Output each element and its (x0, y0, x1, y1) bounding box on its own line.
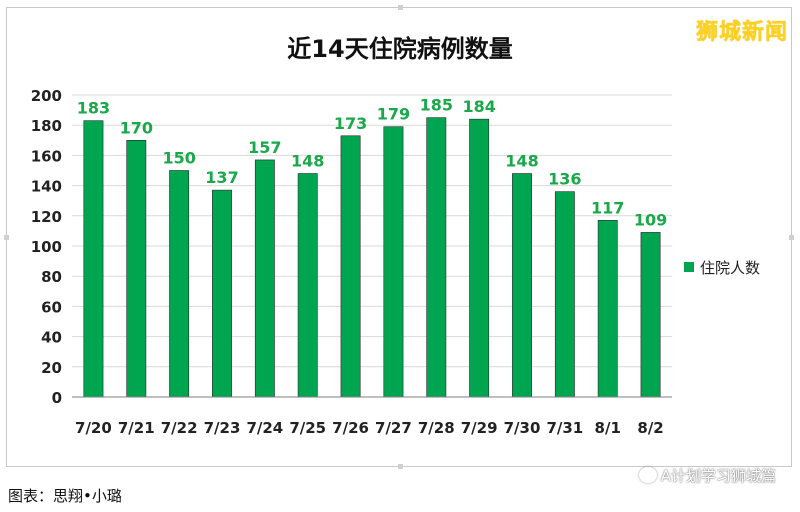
bar[interactable] (640, 232, 661, 398)
data-label: 157 (248, 138, 281, 157)
data-label: 137 (205, 168, 238, 187)
data-label: 150 (162, 149, 195, 168)
bar[interactable] (297, 173, 318, 398)
bar[interactable] (512, 173, 532, 398)
data-label: 184 (462, 97, 495, 116)
chart-title: 近14天住院病例数量 (287, 35, 512, 63)
y-tick-label: 80 (41, 268, 62, 286)
bar-chart: 近14天住院病例数量 0 20 40 60 80 100 120 140 160 180 200 1… (31, 35, 760, 437)
watermark-text: A计划学习狮城篇 (660, 467, 776, 485)
chart-credit: 图表：思翔•小璐 (8, 487, 122, 505)
data-label: 148 (505, 152, 538, 171)
data-label: 185 (420, 96, 453, 115)
x-tick-label: 7/24 (246, 419, 283, 437)
legend-swatch (684, 262, 694, 272)
data-label: 148 (291, 152, 324, 171)
data-label: 136 (548, 170, 581, 189)
y-tick-label: 200 (31, 87, 62, 105)
data-label: 173 (334, 114, 367, 133)
y-tick-label: 20 (41, 359, 62, 377)
bar[interactable] (212, 189, 232, 398)
bars (83, 117, 661, 398)
x-tick-label: 7/29 (461, 419, 498, 437)
x-tick-label: 7/23 (204, 419, 241, 437)
data-label: 179 (377, 105, 410, 124)
y-tick-label: 160 (31, 147, 62, 165)
data-labels: 183 170 150 137 157 148 173 179 185 184 148 136 117 1… (77, 96, 668, 230)
resize-handle-bottom[interactable] (398, 464, 403, 469)
resize-handle-left[interactable] (4, 235, 9, 240)
bar[interactable] (426, 117, 447, 398)
x-tick-label: 8/1 (595, 419, 621, 437)
bar[interactable] (126, 140, 147, 398)
y-tick-label: 120 (31, 208, 62, 226)
grid-lines (72, 94, 672, 368)
x-tick-label: 7/28 (418, 419, 455, 437)
bar[interactable] (83, 120, 104, 398)
data-label: 109 (634, 210, 667, 229)
x-tick-label: 7/26 (332, 419, 369, 437)
x-tick-label: 7/22 (161, 419, 198, 437)
y-tick-label: 180 (31, 117, 62, 135)
resize-handle-right[interactable] (789, 235, 794, 240)
bar[interactable] (469, 118, 490, 398)
wechat-watermark: A计划学习狮城篇 (638, 465, 776, 486)
data-label: 170 (120, 118, 153, 137)
x-tick-label: 7/21 (118, 419, 155, 437)
y-tick-label: 0 (52, 389, 62, 407)
y-tick-label: 40 (41, 329, 62, 347)
x-tick-label: 7/31 (546, 419, 583, 437)
bar[interactable] (340, 135, 361, 398)
x-tick-label: 7/20 (75, 419, 112, 437)
x-tick-label: 7/25 (289, 419, 326, 437)
y-tick-label: 100 (31, 238, 62, 256)
brand-logo-text: 狮城新闻 (695, 20, 788, 45)
y-tick-label: 140 (31, 178, 62, 196)
x-tick-label: 7/30 (504, 419, 541, 437)
x-axis-ticks: 7/20 7/21 7/22 7/23 7/24 7/25 7/26 7/27 7/28 7/29… (75, 419, 664, 437)
y-axis-ticks: 0 20 40 60 80 100 120 140 160 180 200 (31, 87, 62, 407)
y-tick-label: 60 (41, 298, 62, 316)
bar[interactable] (597, 220, 618, 398)
x-tick-label: 8/2 (637, 419, 663, 437)
bar[interactable] (169, 170, 190, 398)
data-label: 117 (591, 198, 624, 217)
wechat-icon (638, 467, 657, 483)
data-label: 183 (77, 99, 110, 118)
bar[interactable] (254, 159, 275, 398)
resize-handle-top[interactable] (398, 5, 403, 10)
x-tick-label: 7/27 (375, 419, 412, 437)
bar[interactable] (383, 126, 404, 398)
legend[interactable]: 住院人数 (684, 259, 760, 277)
bar[interactable] (554, 191, 575, 398)
legend-label: 住院人数 (700, 259, 760, 277)
